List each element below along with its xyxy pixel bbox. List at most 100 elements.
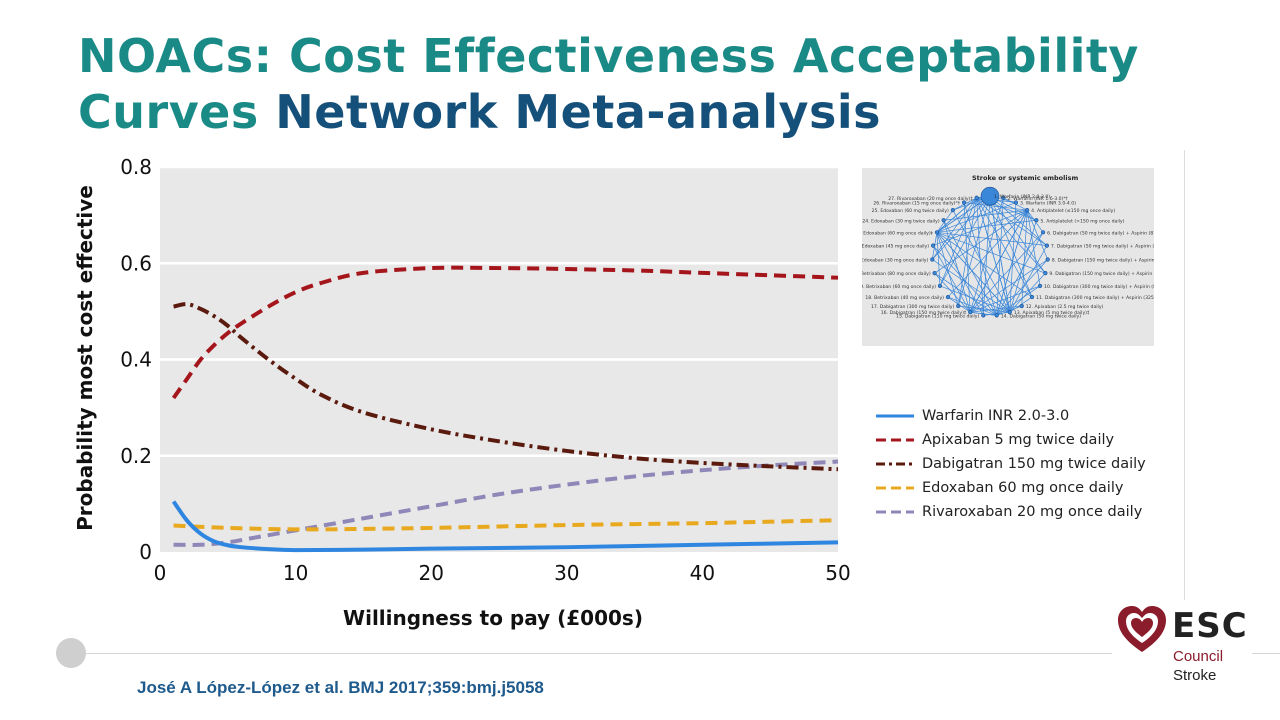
network-edge xyxy=(947,209,1028,298)
network-edge xyxy=(943,220,971,313)
network-edge xyxy=(996,259,1048,316)
network-edge xyxy=(934,272,971,313)
network-node xyxy=(941,218,946,223)
series-line-4 xyxy=(173,459,839,547)
network-node-label: 6. Dabigatran (50 mg twice daily) + Aspi… xyxy=(1047,230,1154,236)
network-edge xyxy=(934,272,997,316)
network-node-label: 3. Warfarin (INR 3.0-4.0) xyxy=(1020,201,1076,207)
network-edge xyxy=(1009,245,1048,313)
y-axis-label: Probability most cost effective xyxy=(73,185,97,531)
network-node xyxy=(1040,230,1046,235)
network-node-label: 5. Antiplatelet (>150 mg once daily) xyxy=(1040,218,1124,224)
network-edge xyxy=(1009,272,1046,313)
network-node-label: 16. Dabigatran (150 mg twice daily)‡ xyxy=(881,310,967,316)
divider-horizontal xyxy=(70,653,1280,654)
network-node xyxy=(981,313,986,318)
y-tick-label: 0.6 xyxy=(120,251,152,275)
network-edge xyxy=(963,202,998,316)
network-node xyxy=(950,208,955,213)
network-edge xyxy=(1026,210,1041,286)
title-line1: NOACs: Cost Effectiveness Acceptability xyxy=(78,29,1139,83)
network-edge xyxy=(936,232,941,286)
legend-label: Apixaban 5 mg twice daily xyxy=(922,432,1115,448)
network-node-label: 27. Rivaroxaban (20 mg once daily)‡ xyxy=(888,196,973,202)
network-node-label: 25. Edoxaban (60 mg twice daily) xyxy=(872,208,949,214)
network-edge xyxy=(958,305,1010,313)
network-edge xyxy=(1009,202,1017,313)
network-node xyxy=(1044,243,1050,248)
network-edge xyxy=(976,197,1046,274)
network-node-label: 2. Warfarin (INR 1.6-3.0)*† xyxy=(1007,196,1068,202)
x-tick-label: 0 xyxy=(154,561,167,585)
network-edge xyxy=(936,232,1033,298)
network-node-label: 21. Edoxaban (30 mg once daily) xyxy=(862,257,929,263)
network-node xyxy=(930,243,936,248)
network-edge xyxy=(943,220,998,316)
network-node xyxy=(930,257,935,262)
network-edge xyxy=(932,209,1028,246)
network-node xyxy=(1043,271,1048,276)
network-node-label: 9. Dabigatran (150 mg twice daily) + Asp… xyxy=(1049,271,1154,277)
network-node xyxy=(961,200,967,205)
network-node xyxy=(1037,283,1043,289)
network-node xyxy=(945,294,951,300)
network-node xyxy=(1029,294,1035,300)
logo-council: Council xyxy=(1173,648,1224,665)
network-edge xyxy=(996,232,1044,316)
network-edge xyxy=(934,209,1028,274)
network-edge xyxy=(936,232,984,316)
network-edge xyxy=(932,259,1010,313)
network-edge xyxy=(969,197,1004,313)
legend-label: Dabigatran 150 mg twice daily xyxy=(922,456,1146,472)
network-node-label: 20. Betrixaban (80 mg once daily) xyxy=(862,271,931,277)
x-tick-label: 10 xyxy=(283,561,308,585)
network-edge xyxy=(963,202,971,313)
slide-title: NOACs: Cost Effectiveness Acceptability … xyxy=(78,28,1139,140)
legend-item: Rivaroxaban 20 mg once daily xyxy=(876,500,1146,524)
network-edge xyxy=(932,245,971,313)
y-tick-label: 0.2 xyxy=(120,444,152,468)
legend-swatch-apixaban xyxy=(876,438,914,442)
slide-progress-knob xyxy=(56,638,86,668)
legend-item: Apixaban 5 mg twice daily xyxy=(876,428,1146,452)
network-edge xyxy=(964,202,1028,211)
chart-legend: Warfarin INR 2.0-3.0 Apixaban 5 mg twice… xyxy=(876,404,1146,524)
network-edge xyxy=(970,259,1048,313)
series-line-1 xyxy=(171,265,839,400)
network-node xyxy=(1025,208,1030,213)
network-edge xyxy=(976,197,1011,313)
network-node xyxy=(1007,310,1012,315)
network-edge xyxy=(1026,210,1049,260)
x-tick-label: 20 xyxy=(418,561,443,585)
legend-item: Warfarin INR 2.0-3.0 xyxy=(876,404,1146,428)
network-edge xyxy=(969,209,1028,313)
network-edge xyxy=(932,197,977,260)
title-line2-part1: Curves xyxy=(78,85,259,139)
network-node xyxy=(937,283,943,289)
divider-vertical xyxy=(1184,150,1185,600)
network-node-label: 24. Edoxaban (30 mg twice daily) xyxy=(862,218,939,224)
network-edge xyxy=(947,296,997,316)
network-node xyxy=(1034,218,1039,223)
network-edge xyxy=(1021,210,1028,307)
x-axis-label: Willingness to pay (£000s) xyxy=(343,606,643,630)
network-node-label: 19. Betrixaban (60 mg once daily) xyxy=(862,284,936,290)
network-node-label: 8. Dabigatran (150 mg twice daily) + Asp… xyxy=(1052,257,1154,263)
network-node-label: 18. Betrixaban (40 mg once daily) xyxy=(865,295,944,301)
network-edge xyxy=(939,285,1010,313)
network-node-label: 14. Dabigatran (50 mg twice daily) xyxy=(1001,313,1082,319)
inset-title: Stroke or systemic embolism xyxy=(972,174,1078,182)
network-node-label: 13. Apixaban (5 mg twice daily)‡ xyxy=(1014,310,1090,316)
network-node xyxy=(968,310,973,315)
esc-logo: ESC Council Stroke xyxy=(1112,600,1252,700)
network-node-label: 15. Dabigatran (110 mg twice daily) xyxy=(896,313,979,319)
series-line-3 xyxy=(173,518,839,532)
network-edge xyxy=(989,195,1048,246)
logo-stroke: Stroke xyxy=(1173,667,1217,684)
network-node xyxy=(932,271,937,276)
network-node-label: 1. Warfarin (INR 2.0-3.0) xyxy=(994,194,1050,200)
legend-item: Edoxaban 60 mg once daily xyxy=(876,476,1146,500)
network-node xyxy=(956,303,961,309)
network-node xyxy=(994,313,999,318)
network-node-label: 7. Dabigatran (50 mg twice daily) + Aspi… xyxy=(1051,244,1154,250)
